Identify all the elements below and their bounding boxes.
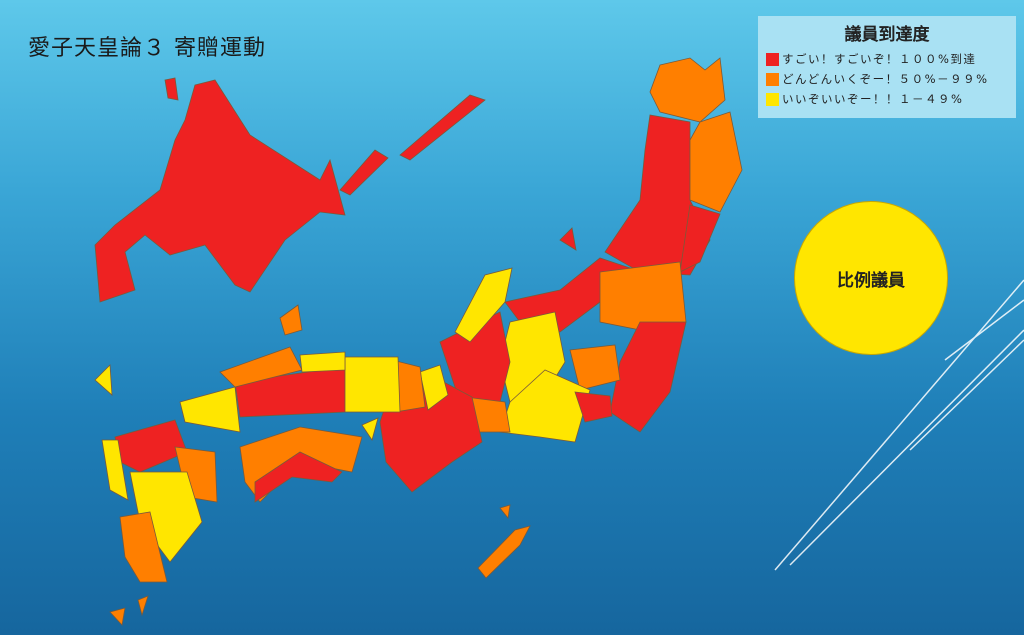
red-swatch bbox=[766, 52, 779, 66]
kyushu bbox=[101, 419, 218, 626]
hokkaido bbox=[94, 77, 486, 303]
decorative-lines bbox=[774, 279, 1024, 571]
legend-label: いいぞいいぞー！！１－４９% bbox=[782, 92, 964, 106]
legend-label: どんどんいくぞー！５０%－９９% bbox=[782, 72, 989, 86]
legend-item-50-99: どんどんいくぞー！５０%－９９% bbox=[766, 69, 1008, 89]
proportional-label: 比例議員 bbox=[837, 270, 905, 291]
okinawa bbox=[477, 504, 531, 579]
chugoku bbox=[94, 346, 401, 433]
tohoku bbox=[559, 57, 743, 276]
proportional-members-circle: 比例議員 bbox=[794, 201, 948, 355]
legend-label: すごい！すごいぞ！１００%到達 bbox=[782, 52, 977, 66]
chubu-kanto bbox=[279, 257, 687, 443]
shikoku bbox=[239, 417, 379, 503]
page-title: 愛子天皇論３ 寄贈運動 bbox=[28, 36, 266, 61]
orange-swatch bbox=[766, 72, 779, 86]
legend-title: 議員到達度 bbox=[844, 25, 930, 45]
legend-item-1-49: いいぞいいぞー！！１－４９% bbox=[766, 89, 1008, 109]
yellow-swatch bbox=[766, 92, 779, 106]
legend-item-100: すごい！すごいぞ！１００%到達 bbox=[766, 49, 1008, 69]
legend: 議員到達度 すごい！すごいぞ！１００%到達 どんどんいくぞー！５０%－９９% い… bbox=[758, 16, 1016, 118]
